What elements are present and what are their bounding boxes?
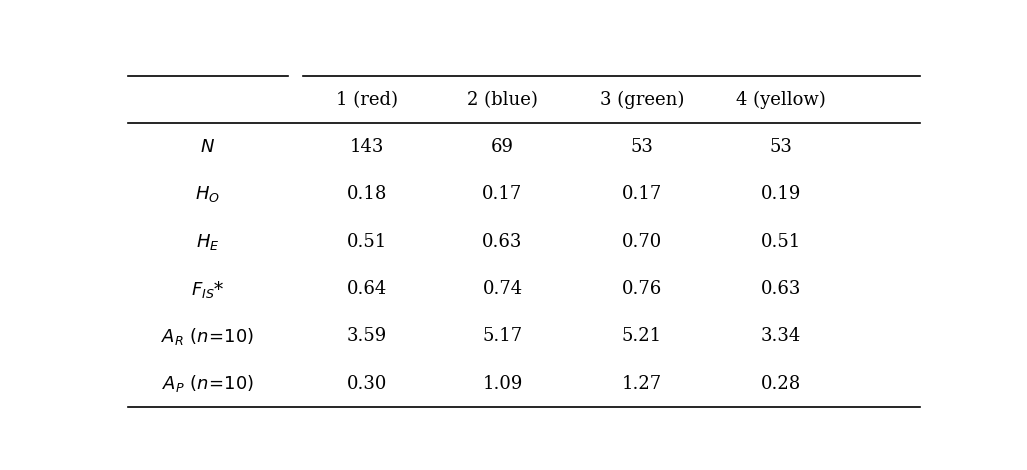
Text: 1.09: 1.09 <box>483 375 523 393</box>
Text: 0.70: 0.70 <box>621 233 661 251</box>
Text: 0.74: 0.74 <box>483 280 523 298</box>
Text: 0.76: 0.76 <box>621 280 661 298</box>
Text: $H_O$: $H_O$ <box>195 184 221 204</box>
Text: 0.19: 0.19 <box>761 185 801 204</box>
Text: 4 (yellow): 4 (yellow) <box>736 91 826 109</box>
Text: 53: 53 <box>631 138 653 156</box>
Text: 69: 69 <box>491 138 514 156</box>
Text: $N$: $N$ <box>200 138 216 156</box>
Text: 143: 143 <box>350 138 384 156</box>
Text: 0.17: 0.17 <box>621 185 661 204</box>
Text: 0.51: 0.51 <box>761 233 801 251</box>
Text: $H_E$: $H_E$ <box>196 232 220 252</box>
Text: 3.34: 3.34 <box>761 328 801 345</box>
Text: $F_{IS}$*: $F_{IS}$* <box>191 279 225 299</box>
Text: 53: 53 <box>769 138 793 156</box>
Text: 0.51: 0.51 <box>347 233 387 251</box>
Text: 0.28: 0.28 <box>761 375 801 393</box>
Text: 1 (red): 1 (red) <box>336 91 398 109</box>
Text: 2 (blue): 2 (blue) <box>467 91 538 109</box>
Text: 5.17: 5.17 <box>483 328 523 345</box>
Text: 0.17: 0.17 <box>483 185 523 204</box>
Text: 3 (green): 3 (green) <box>600 91 684 109</box>
Text: 0.18: 0.18 <box>347 185 387 204</box>
Text: $A_R$ $(n\!=\!10)$: $A_R$ $(n\!=\!10)$ <box>161 326 255 347</box>
Text: $A_P$ $(n\!=\!10)$: $A_P$ $(n\!=\!10)$ <box>162 373 254 394</box>
Text: 0.63: 0.63 <box>761 280 801 298</box>
Text: 3.59: 3.59 <box>347 328 387 345</box>
Text: 5.21: 5.21 <box>621 328 661 345</box>
Text: 0.63: 0.63 <box>483 233 523 251</box>
Text: 0.64: 0.64 <box>347 280 387 298</box>
Text: 1.27: 1.27 <box>621 375 661 393</box>
Text: 0.30: 0.30 <box>347 375 387 393</box>
